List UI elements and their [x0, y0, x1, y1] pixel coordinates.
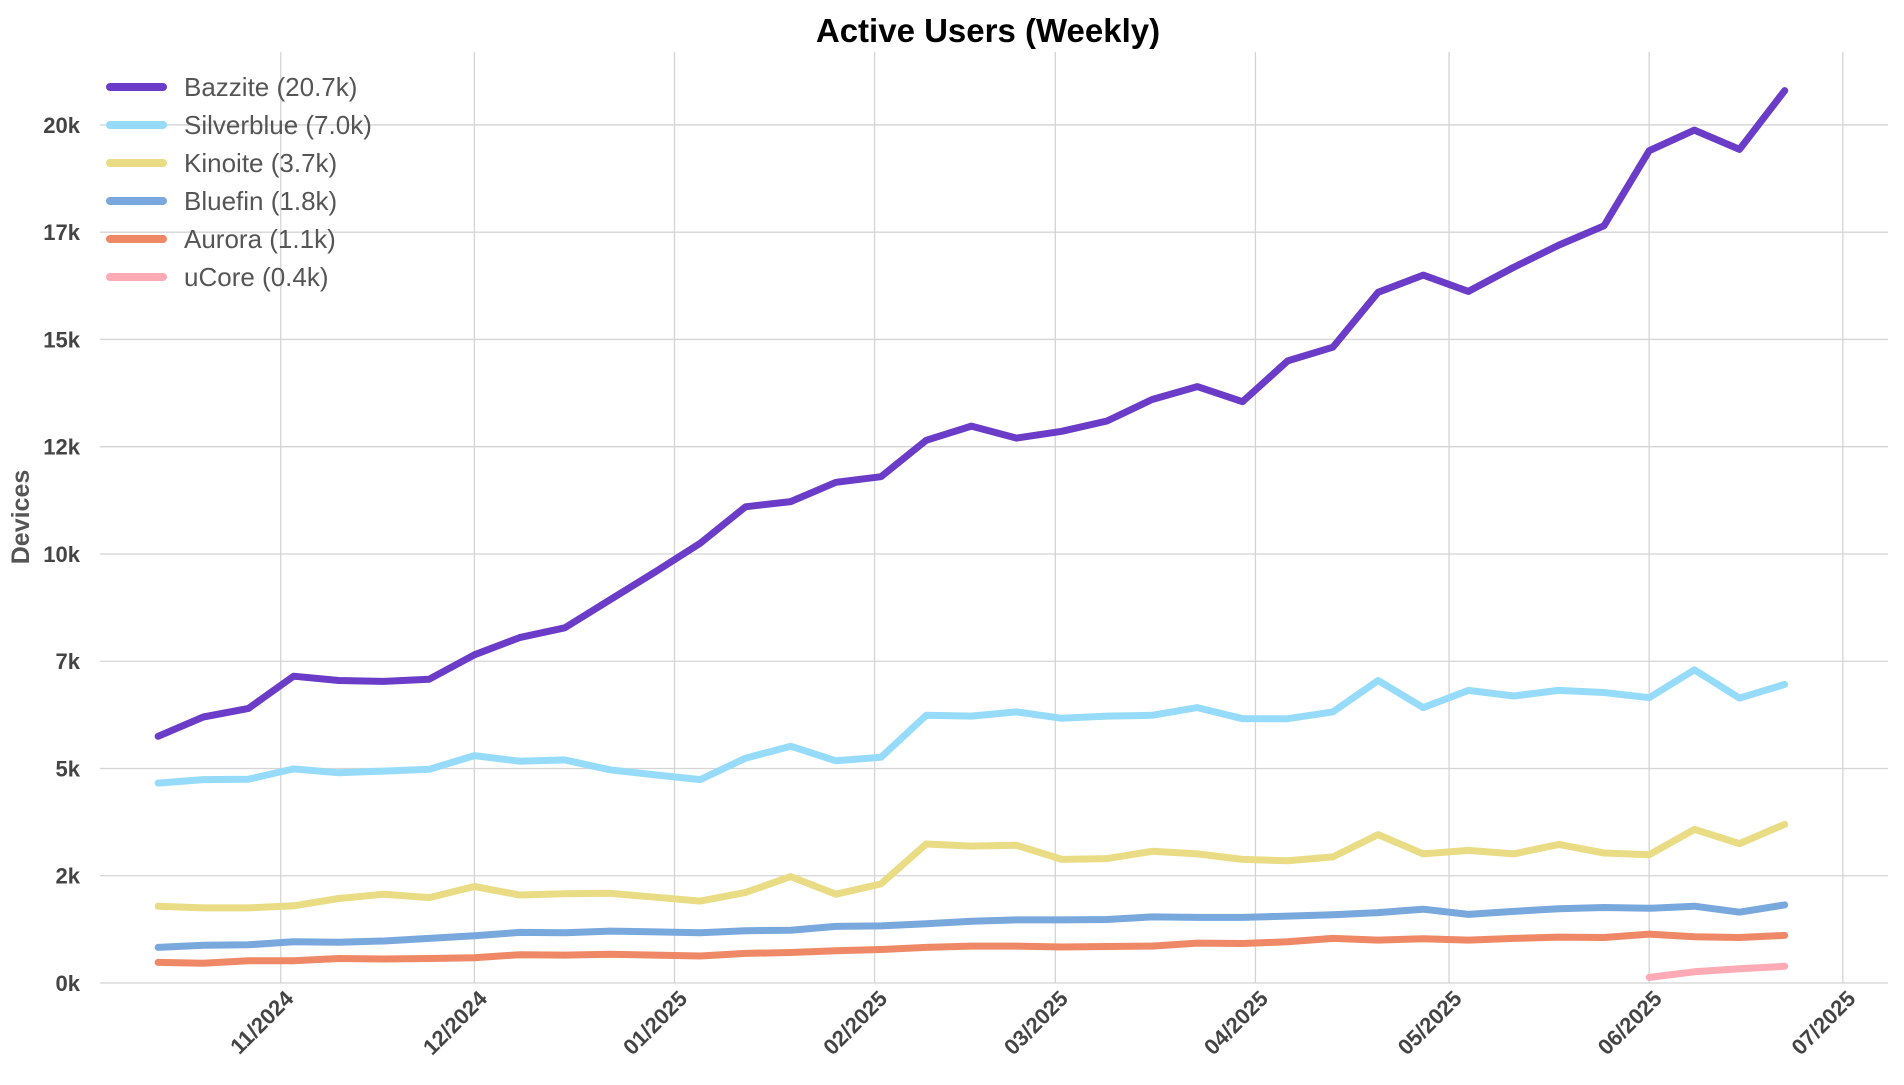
x-tick-label: 11/2024: [225, 985, 299, 1059]
legend: Bazzite (20.7k) Silverblue (7.0k) Kinoite …: [106, 72, 372, 292]
series-line-aurora: [154, 930, 1789, 967]
grid: [100, 52, 1888, 984]
x-tick-label: 12/2024: [418, 985, 492, 1059]
x-tick-label: 03/2025: [999, 986, 1073, 1060]
series-line-silverblue: [154, 666, 1789, 787]
x-axis-ticks: 11/2024 12/2024 01/2025 02/2025 03/2025 04/20…: [225, 985, 1860, 1059]
y-axis-ticks: 0k 2k 5k 7k 10k 12k 15k 17k 20k: [43, 113, 80, 996]
y-tick-label: 15k: [43, 327, 80, 352]
y-tick-label: 7k: [56, 649, 81, 674]
legend-label-aurora: Aurora (1.1k): [184, 224, 336, 254]
series-line-ucore: [1645, 962, 1789, 981]
y-tick-label: 17k: [43, 220, 80, 245]
x-tick-label: 07/2025: [1786, 986, 1860, 1060]
x-tick-label: 06/2025: [1593, 986, 1667, 1060]
legend-label-bluefin: Bluefin (1.8k): [184, 186, 337, 216]
x-tick-label: 05/2025: [1393, 986, 1467, 1060]
legend-label-bazzite: Bazzite (20.7k): [184, 72, 357, 102]
series-line-kinoite: [154, 820, 1789, 912]
y-tick-label: 5k: [56, 756, 81, 781]
y-tick-label: 20k: [43, 113, 80, 138]
x-tick-label: 02/2025: [818, 986, 892, 1060]
series-lines: [154, 87, 1789, 981]
legend-label-ucore: uCore (0.4k): [184, 262, 329, 292]
x-tick-label: 01/2025: [618, 986, 692, 1060]
series-line-bazzite: [154, 87, 1789, 740]
y-axis-title: Devices: [7, 470, 35, 565]
y-tick-label: 0k: [56, 971, 81, 996]
y-tick-label: 10k: [43, 542, 80, 567]
y-tick-label: 2k: [56, 864, 81, 889]
chart-title: Active Users (Weekly): [816, 12, 1160, 49]
y-tick-label: 12k: [43, 435, 80, 460]
x-tick-label: 04/2025: [1199, 986, 1273, 1060]
legend-label-silverblue: Silverblue (7.0k): [184, 110, 372, 140]
legend-label-kinoite: Kinoite (3.7k): [184, 148, 337, 178]
series-line-bluefin: [154, 901, 1789, 951]
